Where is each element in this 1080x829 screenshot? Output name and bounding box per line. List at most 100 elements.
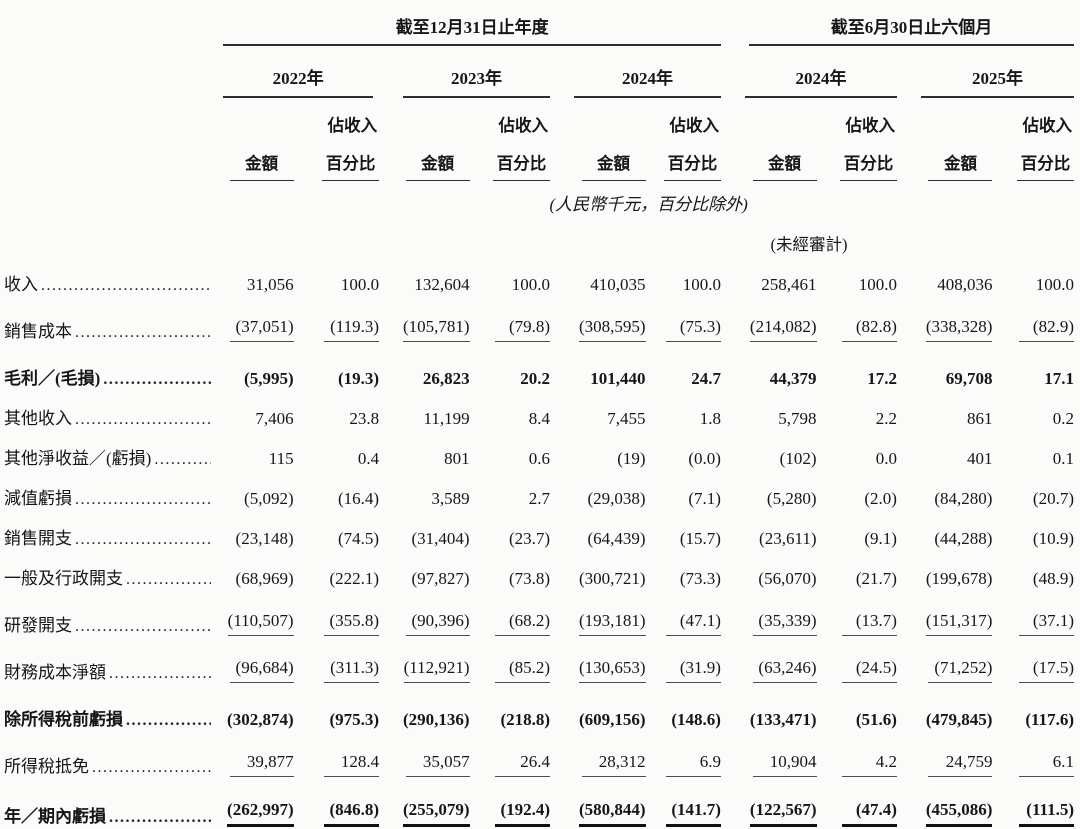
cell-value: 24.7 — [691, 369, 721, 388]
table-row: 除所得稅前虧損.................................… — [4, 691, 1074, 738]
dot-leader: ........................................… — [154, 451, 211, 468]
dot-leader: ........................................… — [75, 324, 212, 341]
table-row: 一般及行政開支.................................… — [4, 557, 1074, 597]
table-row: 銷售開支....................................… — [4, 517, 1074, 557]
cell-value: 39,877 — [229, 752, 294, 777]
percent-cell: 2.7 — [470, 477, 550, 517]
row-label: 研發開支....................................… — [4, 597, 223, 644]
cell-value: (193,181) — [578, 611, 646, 636]
amount-cell: 39,877 — [223, 738, 294, 785]
percent-cell: (31.9) — [646, 644, 721, 691]
cell-value: 3,589 — [431, 489, 470, 508]
label-column-spacer — [4, 46, 223, 98]
cell-value: 132,604 — [414, 275, 470, 294]
cell-value: (85.2) — [495, 658, 551, 683]
amount-cell: (102) — [721, 437, 817, 477]
table-row: 毛利／(毛損).................................… — [4, 350, 1074, 397]
amount-cell: (105,781) — [379, 303, 470, 350]
cell-value: 10,904 — [752, 752, 817, 777]
amount-cell: (479,845) — [897, 691, 993, 738]
cell-value: 100.0 — [511, 275, 551, 294]
year-header-2024: 2024年 — [550, 46, 721, 98]
amount-header: 金額 — [897, 136, 993, 181]
percent-cell: (16.4) — [294, 477, 379, 517]
amount-header: 金額 — [379, 136, 470, 181]
row-label-text: 收入 — [4, 275, 38, 294]
dot-leader: ........................................… — [126, 712, 211, 729]
percent-cell: 100.0 — [294, 263, 379, 303]
cell-value: (9.1) — [864, 529, 897, 548]
cell-value: (148.6) — [671, 710, 721, 729]
cell-value: (105,781) — [403, 317, 470, 342]
amount-cell: (338,328) — [897, 303, 993, 350]
amount-cell: (35,339) — [721, 597, 817, 644]
cell-value: (82.9) — [1019, 317, 1074, 342]
cell-value: 2.7 — [528, 489, 551, 508]
year-header-2024-interim: 2024年 — [721, 46, 897, 98]
cell-value: 6.1 — [1019, 752, 1074, 777]
cell-value: (16.4) — [338, 489, 380, 508]
percent-cell: (119.3) — [294, 303, 380, 350]
cell-value: 4.2 — [841, 752, 897, 777]
cell-value: (74.5) — [338, 529, 380, 548]
cell-value: (51.6) — [855, 710, 897, 729]
percent-cell: 26.4 — [470, 738, 551, 785]
cell-value: (71,252) — [928, 658, 993, 683]
amount-cell: 26,823 — [379, 350, 470, 397]
table-row: 其他淨收益／(虧損)..............................… — [4, 437, 1074, 477]
amount-cell: (19) — [550, 437, 645, 477]
cell-value: (96,684) — [229, 658, 294, 683]
cell-value: (47.4) — [841, 800, 897, 827]
amount-cell: 10,904 — [721, 738, 817, 785]
cell-value: (2.0) — [864, 489, 897, 508]
amount-cell: (214,082) — [721, 303, 817, 350]
amount-header: 金額 — [223, 136, 294, 181]
amount-cell: (151,317) — [897, 597, 993, 644]
row-label: 一般及行政開支.................................… — [4, 557, 223, 597]
cell-value: (218.8) — [500, 710, 551, 729]
percent-cell: (20.7) — [992, 477, 1074, 517]
percent-cell: (222.1) — [294, 557, 380, 597]
percent-cell: 24.7 — [646, 350, 721, 397]
row-label-text: 研發開支 — [4, 616, 72, 635]
percent-cell: (0.0) — [646, 437, 721, 477]
cell-value: (29,038) — [587, 489, 646, 508]
cell-value: 0.4 — [357, 449, 380, 468]
percent-cell: (7.1) — [646, 477, 721, 517]
amount-cell: (580,844) — [550, 785, 646, 829]
row-label: 其他淨收益／(虧損)..............................… — [4, 437, 223, 477]
row-label: 年／期內虧損..................................… — [4, 785, 223, 829]
percent-cell: (79.8) — [470, 303, 551, 350]
percent-cell: 0.2 — [992, 397, 1074, 437]
percent-cell: (846.8) — [294, 785, 380, 829]
amount-cell: (262,997) — [223, 785, 294, 829]
percent-cell: 6.1 — [992, 738, 1074, 785]
cell-value: (119.3) — [324, 317, 380, 342]
cell-value: (308,595) — [578, 317, 646, 342]
percent-cell: (19.3) — [294, 350, 379, 397]
percent-cell: (82.8) — [817, 303, 897, 350]
percent-cell: (75.3) — [646, 303, 721, 350]
cell-value: 26,823 — [422, 369, 470, 388]
percent-cell: (48.9) — [992, 557, 1074, 597]
row-label-text: 減值虧損 — [4, 489, 72, 508]
cell-value: 20.2 — [520, 369, 551, 388]
cell-value: (302,874) — [227, 710, 294, 729]
cell-value: 101,440 — [590, 369, 646, 388]
amount-cell: 44,379 — [721, 350, 817, 397]
cell-value: (130,653) — [578, 658, 646, 683]
cell-value: 28,312 — [581, 752, 646, 777]
row-label-text: 其他淨收益／(虧損) — [4, 449, 152, 468]
cell-value: (5,280) — [766, 489, 817, 508]
percent-cell: (355.8) — [294, 597, 380, 644]
row-label-text: 所得稅抵免 — [4, 757, 89, 776]
cell-value: (47.1) — [665, 611, 721, 636]
percent-cell: (141.7) — [646, 785, 721, 829]
cell-value: 0.2 — [1052, 409, 1074, 428]
amount-cell: 132,604 — [379, 263, 470, 303]
amount-cell: (302,874) — [223, 691, 294, 738]
percent-cell: 2.2 — [817, 397, 897, 437]
percent-cell: (311.3) — [294, 644, 380, 691]
year-header-row: 2022年 2023年 2024年 2024年 2025年 — [4, 46, 1074, 98]
cell-value: (56,070) — [758, 569, 817, 588]
